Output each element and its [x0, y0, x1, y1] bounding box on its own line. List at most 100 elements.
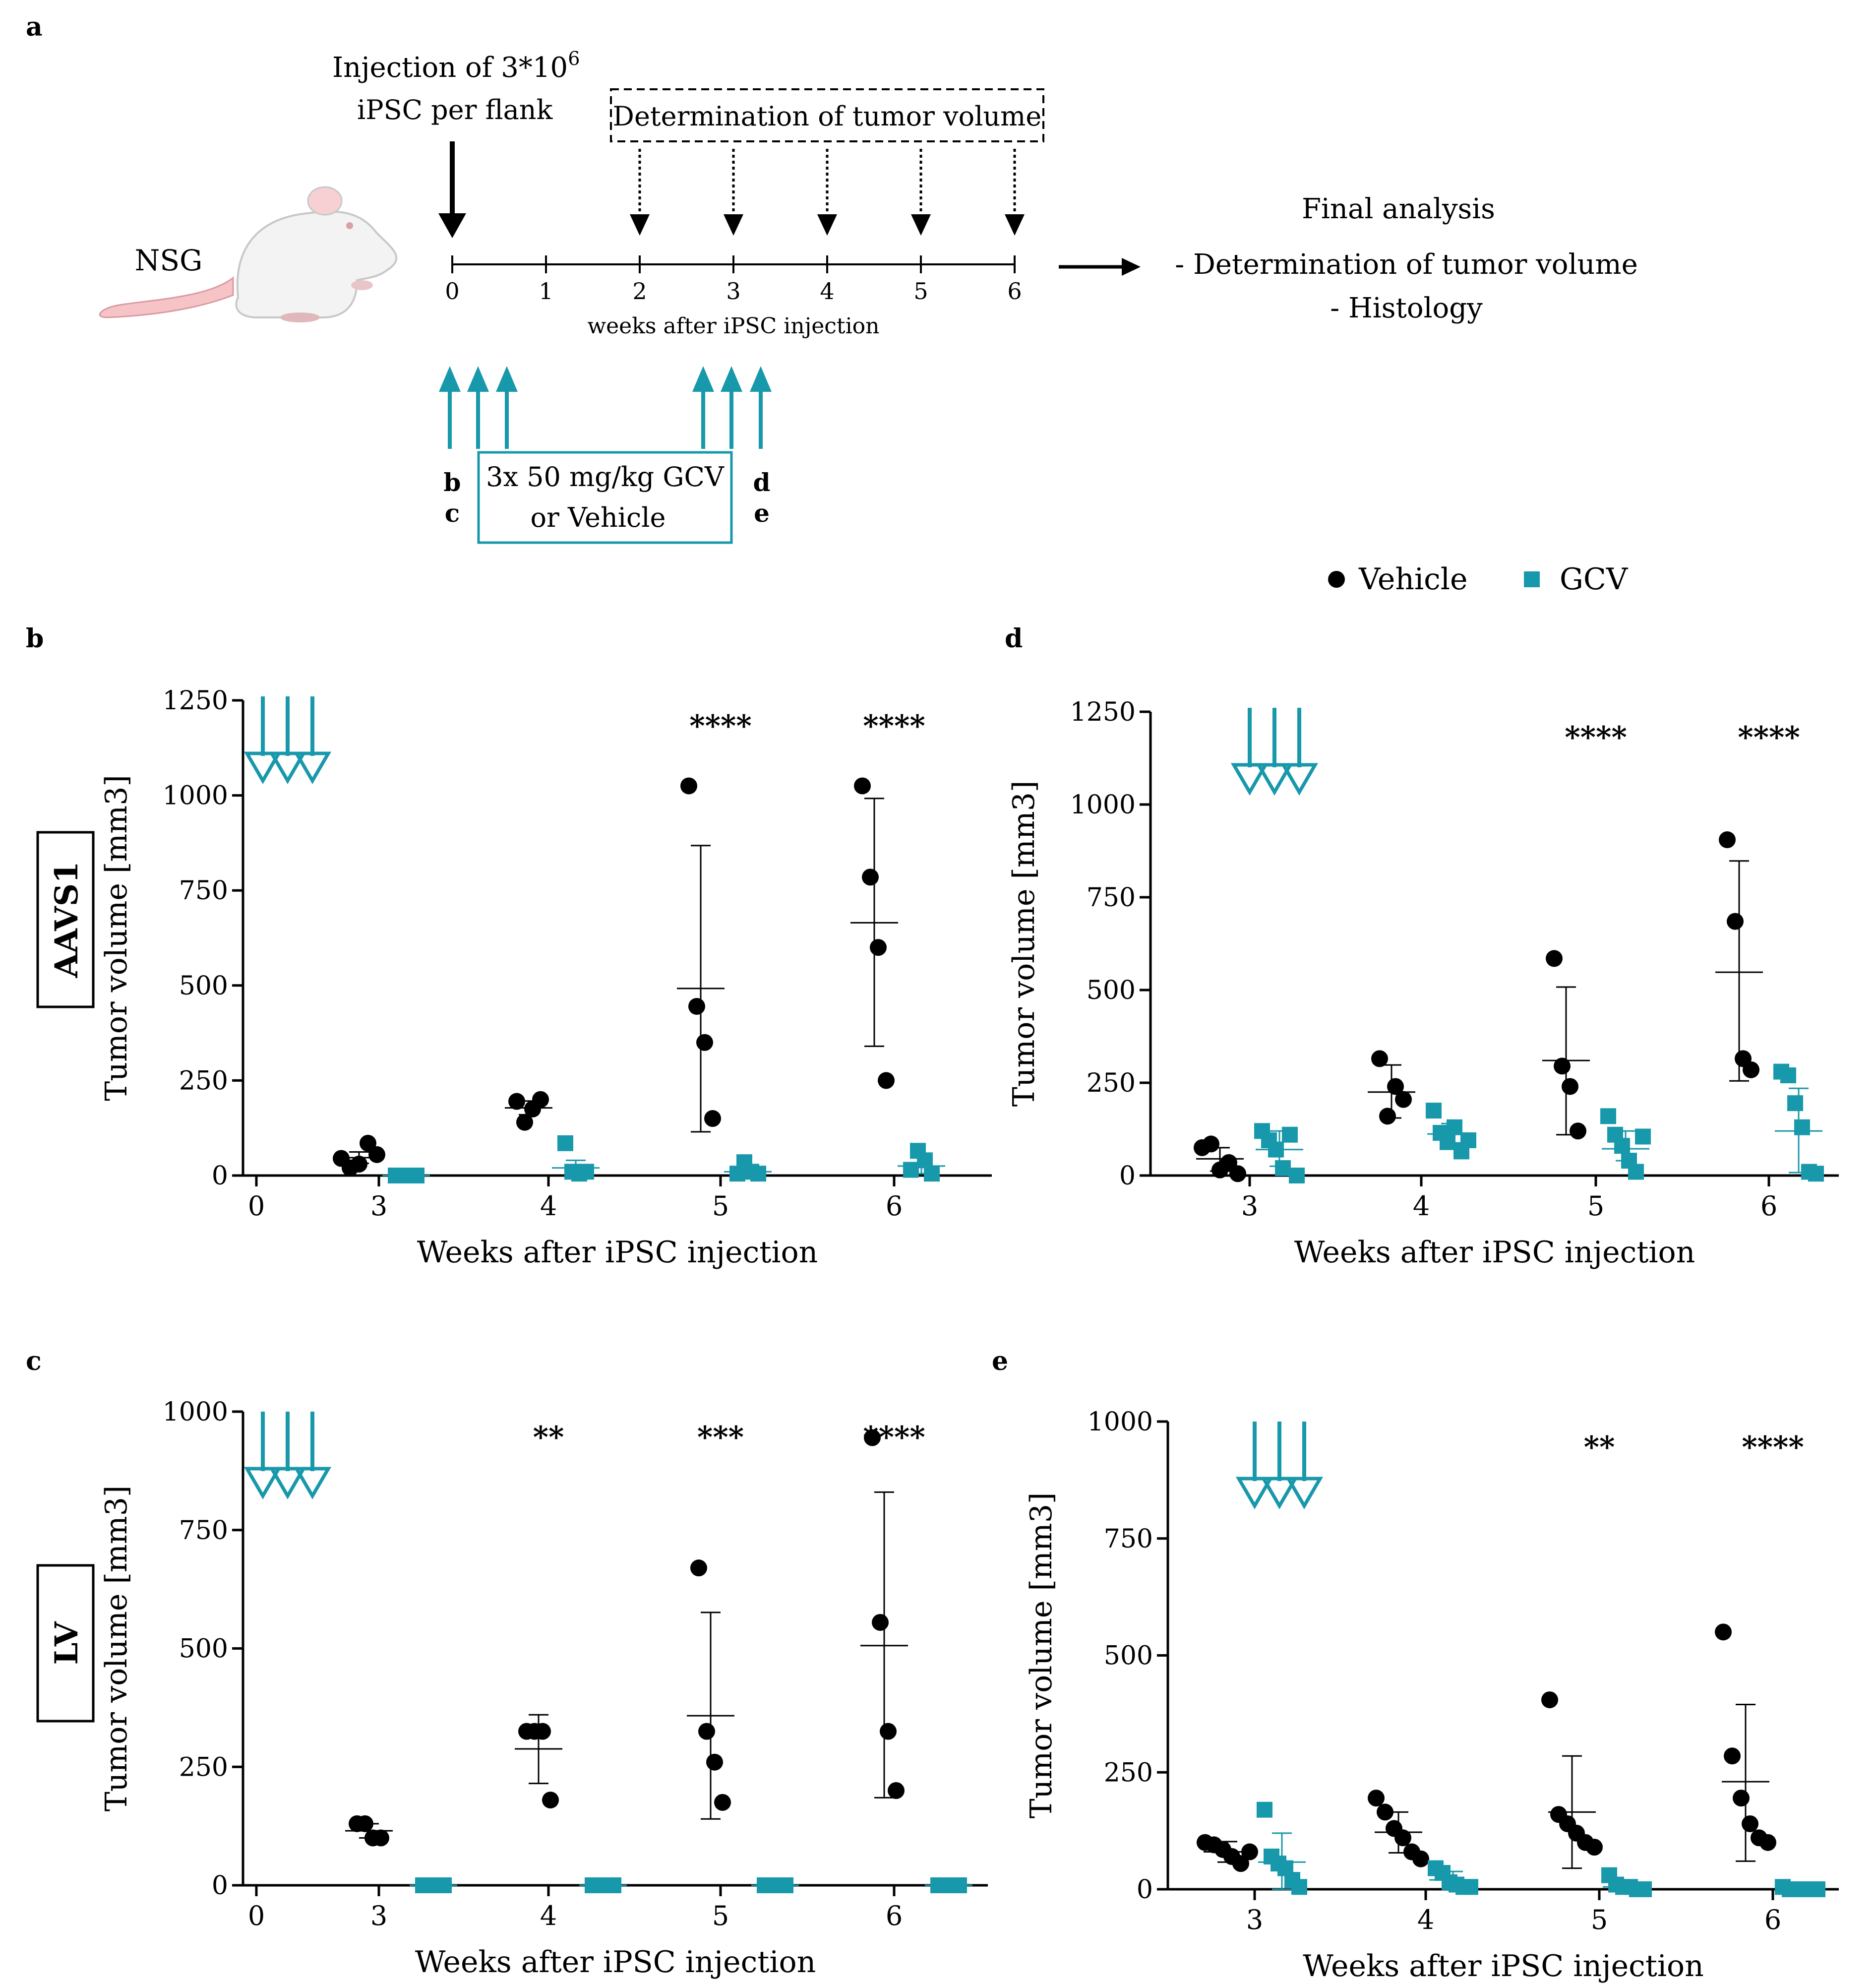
x-tick-label: 6 [886, 1900, 903, 1931]
panel-ref-e: e [754, 498, 770, 528]
y-tick-label: 500 [179, 971, 228, 1001]
treatment-arrow-head [1285, 1477, 1324, 1509]
gcv-point [1282, 1126, 1298, 1143]
vehicle-point [1554, 1057, 1571, 1075]
y-axis-label: Tumor volume [mm3] [99, 1486, 134, 1812]
gcv-point [1787, 1095, 1803, 1112]
chart-panel-d: d 0 250 500 750 1000 1250 3 4 5 6 Weeks after iPSC … [1005, 623, 1839, 1270]
gcv-point [1291, 1879, 1307, 1895]
x-tick-label: 4 [1413, 1190, 1430, 1222]
significance-label: **** [1742, 1430, 1804, 1465]
panel-ref-b: b [444, 468, 461, 497]
legend-vehicle-label: Vehicle [1358, 562, 1467, 597]
y-tick-label: 0 [212, 1161, 228, 1191]
vehicle-point [698, 1723, 715, 1740]
vehicle-point [1715, 1623, 1732, 1641]
treatment-arrow-head [1255, 763, 1294, 796]
significance-label: **** [1565, 720, 1627, 755]
y-tick-label: 500 [1104, 1641, 1153, 1671]
vehicle-point [1719, 831, 1736, 849]
vehicle-point [1241, 1843, 1258, 1860]
x-axis-label: Weeks after iPSC injection [1294, 1235, 1695, 1270]
vehicle-point [1546, 950, 1563, 967]
vehicle-point [1387, 1078, 1404, 1095]
vehicle-point [1743, 1061, 1759, 1078]
vehicle-point [368, 1146, 385, 1163]
gcv-point [1636, 1881, 1652, 1897]
vehicle-point [870, 939, 887, 956]
gcv-point [436, 1877, 452, 1893]
gcv-point [1614, 1138, 1630, 1154]
vehicle-point [1379, 1108, 1396, 1125]
treatment-arrow-head [750, 366, 772, 392]
row-label-lv-text: LV [48, 1621, 85, 1665]
y-axis-label: Tumor volume [mm3] [1007, 781, 1041, 1107]
x-tick-label: 6 [1760, 1190, 1777, 1222]
gcv-point [409, 1168, 424, 1183]
y-tick-label: 750 [179, 876, 228, 906]
y-tick-label: 1250 [163, 686, 228, 716]
legend-vehicle-marker [1328, 571, 1345, 588]
treatment-arrow-head [467, 366, 489, 392]
vehicle-point [1371, 1050, 1388, 1067]
vehicle-point [880, 1723, 897, 1740]
vehicle-point [704, 1110, 721, 1127]
vehicle-point [714, 1794, 731, 1811]
vehicle-point [1724, 1747, 1741, 1765]
gcv-point [1426, 1103, 1442, 1119]
vehicle-point [888, 1782, 905, 1799]
vehicle-point [372, 1829, 389, 1847]
gcv-point [903, 1162, 919, 1178]
injection-subtitle: iPSC per flank [357, 94, 553, 125]
panel-letter: b [26, 623, 44, 654]
gcv-point [605, 1877, 621, 1893]
x-tick-label: 3 [1246, 1904, 1263, 1935]
vehicle-point [1759, 1834, 1776, 1851]
y-tick-label: 1250 [1070, 697, 1136, 727]
significance-label: **** [1738, 720, 1800, 755]
timeline-tick-label: 0 [445, 278, 459, 305]
vehicle-point [1394, 1829, 1411, 1847]
y-tick-label: 1000 [1088, 1407, 1153, 1437]
gcv-point [778, 1877, 793, 1893]
timeline-tick-label: 5 [913, 278, 928, 305]
gcv-point [1794, 1119, 1810, 1135]
y-tick-label: 250 [179, 1066, 228, 1096]
significance-label: **** [863, 709, 925, 744]
x-tick-label: 5 [1591, 1904, 1608, 1935]
gcv-point [1600, 1108, 1616, 1124]
x-tick-label: 4 [540, 1190, 557, 1222]
vehicle-point [706, 1753, 723, 1771]
x-tick-label: 5 [1587, 1190, 1604, 1222]
gcv-point [1808, 1166, 1824, 1182]
vehicle-point [864, 1429, 881, 1446]
x-tick-label: 6 [886, 1190, 903, 1222]
gcv-point [1635, 1128, 1651, 1145]
gcv-point [1460, 1132, 1476, 1148]
x-tick-label: 3 [370, 1190, 387, 1222]
significance-label: **** [689, 709, 752, 744]
vehicle-point [1562, 1078, 1578, 1095]
injection-line1: Injection of 3*10 [332, 52, 568, 84]
gcv-point [1447, 1119, 1462, 1135]
timeline-tick-label: 2 [632, 278, 647, 305]
gcv-point [1628, 1164, 1644, 1180]
x-tick-label: 5 [712, 1900, 729, 1931]
timeline-caption: weeks after iPSC injection [587, 313, 879, 339]
treatment-arrow-head [496, 366, 518, 392]
measurement-arrow-head [724, 214, 743, 236]
significance-label: ** [1584, 1430, 1615, 1465]
vehicle-point [1232, 1855, 1249, 1872]
schematic-panel: a Injection of 3*106 iPSC per flank Dete… [26, 12, 1638, 544]
vehicle-point [1395, 1091, 1412, 1108]
measurement-arrows [630, 149, 1025, 236]
final-analysis-title: Final analysis [1302, 193, 1495, 225]
x-axis-label: Weeks after iPSC injection [417, 1235, 818, 1270]
row-label-lv: LV [36, 1564, 95, 1723]
vehicle-point [357, 1815, 373, 1832]
timeline-tick-label: 3 [726, 278, 740, 305]
gcv-point [1289, 1168, 1305, 1183]
vehicle-point [516, 1114, 533, 1131]
x-tick-label: 3 [370, 1900, 387, 1931]
vehicle-point [862, 868, 879, 886]
